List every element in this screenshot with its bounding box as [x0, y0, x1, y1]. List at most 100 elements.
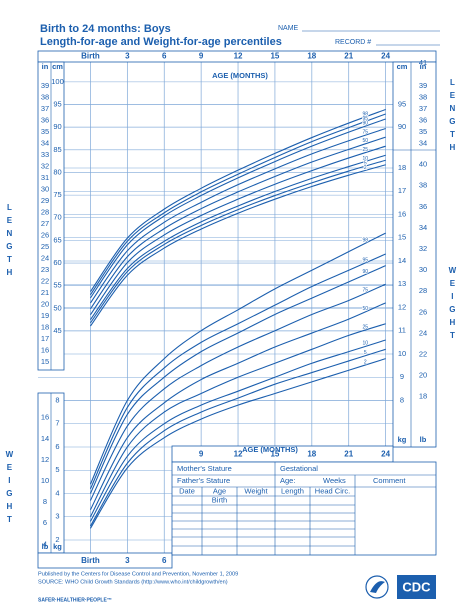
percentile-label: 25	[363, 324, 369, 330]
x-tick-label: Birth	[81, 556, 100, 565]
x-tick-label: 3	[125, 52, 130, 61]
percentile-label: 2	[364, 165, 367, 171]
y-tick-label: 8	[43, 497, 47, 506]
x-tick-label: 6	[162, 52, 167, 61]
percentile-label: 95	[363, 116, 369, 122]
percentile-label: 5	[364, 161, 367, 167]
percentile-curve	[89, 136, 386, 310]
title: Birth to 24 months: Boys	[40, 23, 171, 35]
x-tick-label: 15	[270, 450, 279, 459]
y-tick-label: 8	[55, 395, 59, 404]
y-tick-label: 14	[398, 256, 406, 265]
y-tick-label: 65	[53, 235, 61, 244]
y-tick-label: 20	[41, 300, 49, 309]
y-tick-label: 6	[55, 442, 59, 451]
x-tick-label: 15	[270, 52, 279, 61]
percentile-curve	[89, 265, 386, 494]
y-tick-label: 18	[419, 392, 427, 401]
y-tick-label: 30	[419, 265, 427, 274]
y-tick-label: 18	[41, 323, 49, 332]
x-tick-label: 3	[125, 556, 130, 565]
x-tick-label: 24	[381, 450, 390, 459]
percentile-curve	[89, 323, 386, 517]
y-tick-label: 2	[55, 535, 59, 544]
percentile-label: 5	[364, 350, 367, 356]
y-tick-label: 7	[55, 419, 59, 428]
y-tick-label: 37	[419, 104, 427, 113]
curves	[89, 108, 386, 529]
y-tick-label: 5	[55, 465, 59, 474]
hhs-eagle	[370, 581, 385, 593]
fathers-stature: Father's Stature	[177, 476, 230, 485]
percentile-label: 75	[363, 288, 369, 294]
y-tick-label: 16	[398, 209, 406, 218]
y-tick-label: 10	[41, 476, 49, 485]
x-tick-label: 21	[344, 52, 353, 61]
weight-axis-label: WEIGHT	[448, 266, 457, 344]
percentile-label: 25	[363, 147, 369, 153]
y-tick-label: 30	[41, 185, 49, 194]
x-tick-label: 9	[199, 52, 204, 61]
column-header: Age	[213, 486, 226, 495]
y-tick-label: 85	[53, 145, 61, 154]
y-tick-label: 26	[419, 307, 427, 316]
y-tick-label: 100	[51, 77, 64, 86]
y-tick-label: 8	[400, 395, 404, 404]
y-tick-label: 26	[41, 231, 49, 240]
percentile-curve	[89, 164, 386, 327]
cdc-logo	[397, 575, 436, 599]
percentile-label: 50	[363, 306, 369, 312]
y-tick-label: 17	[398, 186, 406, 195]
y-tick-label: 24	[419, 328, 427, 337]
y-tick-label: 24	[41, 254, 49, 263]
y-tick-label: 6	[43, 518, 47, 527]
unit-label: kg	[398, 435, 407, 444]
record-table	[171, 461, 437, 556]
x-tick-label: 18	[307, 52, 316, 61]
y-tick-label: 28	[419, 286, 427, 295]
percentile-label: 95	[363, 257, 369, 263]
y-tick-label: 41	[419, 58, 427, 67]
y-tick-label: 16	[41, 346, 49, 355]
published: Published by the Centers for Disease Con…	[38, 571, 238, 577]
y-tick-label: 35	[419, 127, 427, 136]
x-tick-label: 24	[381, 52, 390, 61]
percentile-curve	[89, 253, 386, 490]
y-tick-label: 90	[398, 122, 406, 131]
y-tick-label: 38	[419, 93, 427, 102]
percentile-curve	[89, 145, 386, 316]
percentile-curve	[89, 302, 386, 511]
y-tick-label: 12	[41, 455, 49, 464]
length-axis-label: LENGTH	[448, 78, 457, 156]
source: SOURCE: WHO Child Growth Standards (http…	[38, 579, 228, 585]
y-tick-label: 3	[55, 512, 59, 521]
y-tick-label: 9	[400, 372, 404, 381]
gestational-age: Age:	[280, 476, 295, 485]
column-header: Length	[281, 486, 304, 495]
y-tick-label: 27	[41, 219, 49, 228]
y-tick-label: 14	[41, 434, 49, 443]
y-tick-label: 95	[53, 99, 61, 108]
y-tick-label: 90	[53, 122, 61, 131]
weeks: Weeks	[323, 476, 346, 485]
percentile-curve	[89, 127, 386, 304]
y-tick-label: 45	[53, 326, 61, 335]
y-tick-label: 11	[398, 326, 406, 335]
x-tick-label: 6	[162, 556, 167, 565]
y-tick-label: 75	[53, 190, 61, 199]
unit-label: lb	[420, 435, 427, 444]
unit-label: cm	[397, 62, 408, 71]
percentile-curve	[89, 339, 386, 522]
mothers-stature: Mother's Stature	[177, 464, 232, 473]
slogan: SAFER·HEALTHIER·PEOPLE™	[38, 597, 112, 603]
y-tick-label: 21	[41, 288, 49, 297]
y-tick-label: 19	[41, 311, 49, 320]
percentile-curve	[89, 232, 386, 485]
y-tick-label: 22	[41, 277, 49, 286]
y-tick-label: 38	[419, 181, 427, 190]
x-tick-label: 12	[234, 52, 243, 61]
y-tick-label: 34	[419, 139, 427, 148]
name-label: NAME	[278, 25, 299, 32]
x-tick-label: 18	[307, 450, 316, 459]
